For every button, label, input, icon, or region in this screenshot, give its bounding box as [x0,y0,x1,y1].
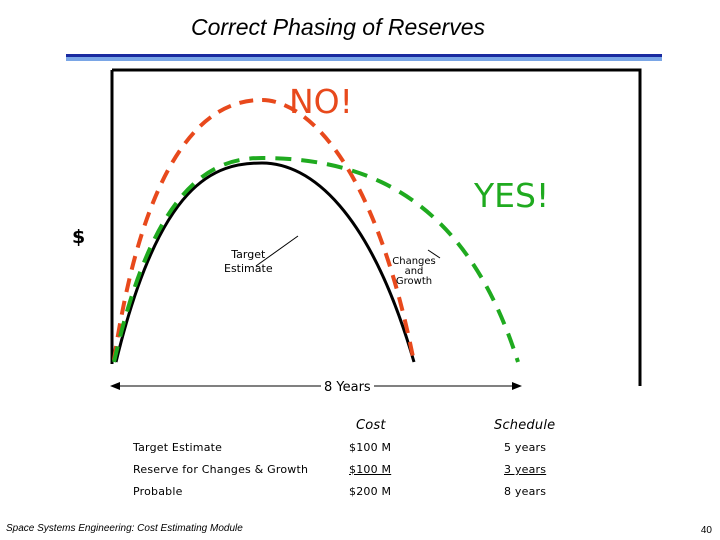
changes-pointer [427,249,441,259]
target-label-line2: Estimate [224,262,273,275]
row-cost: $100 M [349,463,391,476]
cost-header: Cost [356,418,386,433]
row-label: Reserve for Changes & Growth [133,463,309,476]
changes-label-line1: Changes [392,256,436,267]
row-cost: $100 M [349,441,392,454]
row-cost: $200 M [349,485,392,498]
title-rule [66,54,662,61]
row-schedule: 8 years [504,485,547,498]
no-curve [112,97,416,363]
target-estimate-label: Target Estimate [224,248,273,276]
target-pointer [255,235,299,267]
row-schedule-underlined: 3 years [504,463,547,476]
duration-arrow-left-head [110,382,120,390]
dollar-axis-label: $ [72,226,86,248]
page-number: 40 [700,525,712,536]
yes-curve [112,155,520,363]
row-label: Target Estimate [133,441,223,454]
target-label-line1: Target [231,248,266,261]
schedule-header: Schedule [494,418,556,433]
title-rule-light [66,57,662,61]
yes-label: YES! [474,176,550,215]
changes-label-line3: Growth [395,276,433,287]
title-rule-dark [66,54,662,57]
row-label: Probable [133,485,183,498]
changes-growth-label: Changes and Growth [384,257,444,287]
row-cost-underlined: $100 M [349,463,392,476]
slide-title: Correct Phasing of Reserves [190,14,485,40]
diagram-frame [110,68,642,386]
footer-text: Space Systems Engineering: Cost Estimati… [6,523,243,534]
target-estimate-curve-smooth [114,161,416,363]
duration-label: 8 Years [321,380,374,395]
row-schedule: 3 years [504,463,546,476]
no-label: NO! [289,82,353,121]
row-schedule: 5 years [504,441,547,454]
duration-arrow-right-head [512,382,522,390]
changes-label-line2: and [404,266,424,277]
